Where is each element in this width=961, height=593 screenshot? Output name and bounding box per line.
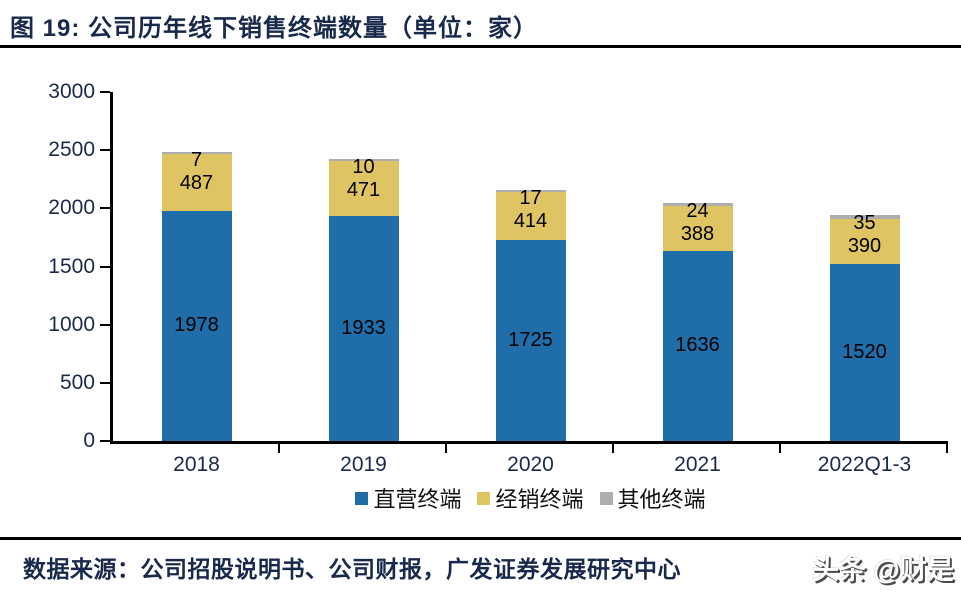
bar-segment-other [328,158,399,162]
data-source-note: 数据来源：公司招股说明书、公司财报，广发证券发展研究中心 [23,557,681,582]
legend-item: 直营终端 [355,482,461,514]
chart-plot-area: 0 500 1000 1500 2000 2500 3000 2018 7 487 1978 2019… [48,80,948,476]
y-axis-tick-label: 500 [59,370,95,394]
stacked-bar-2019: 10 471 1933 [328,156,399,441]
legend-label: 经销终端 [495,487,584,512]
bar-value-label-other: 35 [853,211,876,234]
figure-title: 图 19: 公司历年线下销售终端数量（单位：家） [10,15,539,42]
x-axis-tick [445,444,447,453]
bar-value-label-other: 7 [190,148,203,171]
y-axis-tick [100,91,110,93]
bar-value-label-direct: 1520 [842,340,887,363]
legend-label: 其他终端 [617,487,706,512]
x-axis-label: 2022Q1-3 [817,453,912,476]
legend-swatch [599,491,613,505]
y-axis-tick [100,323,110,326]
y-axis-tick-label: 1000 [48,312,95,336]
bar-segment-distributor [328,161,399,217]
bar-value-label-distributor: 471 [346,178,381,201]
y-axis-tick [100,381,110,384]
bar-segment-other [495,189,566,193]
bar-segment-other [829,214,900,219]
bar-value-label-other: 24 [686,199,709,222]
bar-segment-distributor [662,205,733,251]
legend-swatch [477,491,491,505]
x-axis-tick [779,444,781,453]
bar-value-label-direct: 1978 [174,313,219,336]
bar-segment-distributor [829,218,900,265]
stacked-bar-2018: 7 487 1978 [161,149,232,441]
bar-segment-direct [495,240,566,441]
bar-segment-direct [161,210,232,441]
bar-segment-other [161,151,232,155]
y-axis-tick [100,440,110,442]
x-axis-tick [278,444,280,453]
legend-swatch [355,491,369,505]
y-axis-tick [100,207,110,210]
bar-value-label-other: 10 [352,155,375,178]
bar-value-label-distributor: 487 [179,171,214,194]
bar-segment-distributor [495,192,566,241]
stacked-bar-2022Q1-3: 35 390 1520 [829,212,900,441]
bar-value-label-distributor: 390 [847,234,882,257]
x-axis-label: 2020 [507,453,554,476]
stacked-bar-2020: 17 414 1725 [495,187,566,441]
bar-value-label-distributor: 388 [680,222,715,245]
bar-segment-distributor [161,154,232,211]
stacked-bar-2021: 24 388 1636 [662,200,733,441]
x-axis-line [110,441,948,444]
legend-label: 直营终端 [373,487,462,512]
bar-segment-other [662,202,733,206]
legend-item: 其他终端 [599,482,706,514]
bar-value-label-other: 17 [519,186,542,209]
x-axis-label: 2019 [340,453,387,476]
chart-legend: 直营终端 经销终端 其他终端 [113,482,948,514]
bar-value-label-direct: 1636 [675,333,720,356]
bar-segment-direct [328,216,399,441]
legend-item: 经销终端 [477,482,584,514]
title-divider [0,45,961,48]
y-axis-tick-label: 1500 [48,254,95,278]
footer-divider [0,537,961,540]
y-axis-tick-label: 2000 [48,196,95,220]
bar-segment-direct [829,264,900,441]
y-axis-line [110,92,113,444]
bar-value-label-direct: 1933 [341,316,386,339]
watermark-toutiao: 头条 @财是 [812,555,954,585]
y-axis-tick-label: 2500 [48,138,95,162]
y-axis-tick-label: 0 [83,429,95,452]
x-axis-tick [612,444,614,453]
x-axis-label: 2018 [173,453,220,476]
y-axis-tick-label: 3000 [48,80,95,103]
x-axis-label: 2021 [674,453,721,476]
x-axis-tick [946,444,948,453]
bar-value-label-direct: 1725 [508,328,553,351]
y-axis-tick [100,265,110,268]
y-axis-tick [100,149,110,152]
bar-segment-direct [662,250,733,441]
bar-value-label-distributor: 414 [513,209,548,232]
